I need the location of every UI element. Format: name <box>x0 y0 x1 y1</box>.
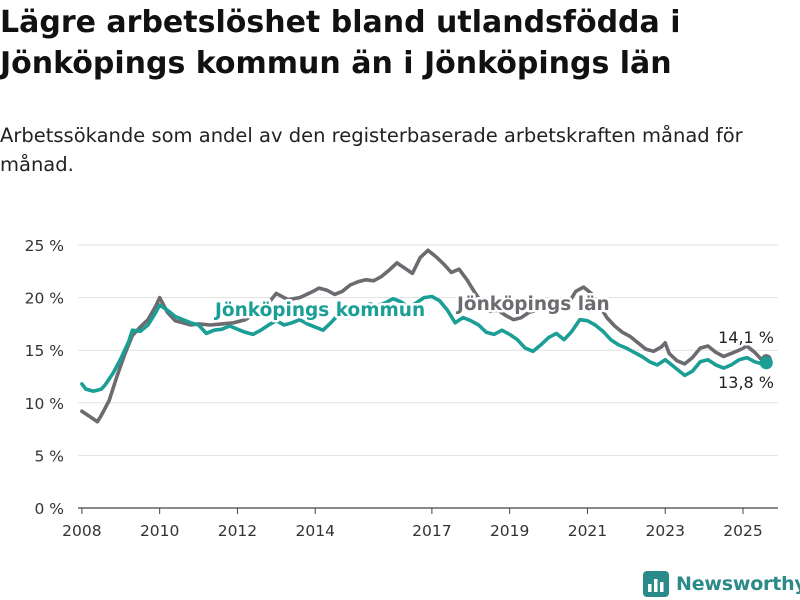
chart-title: Lägre arbetslöshet bland utlandsfödda i … <box>0 5 681 81</box>
x-tick-label: 2019 <box>490 522 529 540</box>
x-tick-label: 2017 <box>412 522 451 540</box>
series-label-kommun: Jönköpings kommun <box>213 300 425 321</box>
y-tick-label: 0 % <box>34 500 64 518</box>
x-tick-label: 2025 <box>723 522 762 540</box>
y-tick-label: 20 % <box>25 290 64 308</box>
brand-name: Newsworthy <box>676 573 800 595</box>
end-value-label-lan: 14,1 % <box>718 328 774 347</box>
series-line-lan <box>80 248 769 424</box>
chart-subtitle: Arbetssökande som andel av den registerb… <box>0 124 743 176</box>
end-value-label-kommun: 13,8 % <box>718 373 774 392</box>
bar-chart-icon <box>643 571 669 597</box>
newsworthy-logo: Newsworthy <box>643 569 800 599</box>
x-tick-label: 2008 <box>62 522 101 540</box>
y-tick-label: 25 % <box>25 237 64 255</box>
x-tick-label: 2012 <box>218 522 257 540</box>
x-tick-label: 2010 <box>140 522 179 540</box>
x-tick-label: 2014 <box>295 522 334 540</box>
series-line-kommun <box>80 294 769 393</box>
end-point-kommun <box>759 356 773 370</box>
series-label-lan: Jönköpings län <box>455 294 610 315</box>
x-tick-label: 2023 <box>645 522 684 540</box>
y-tick-label: 10 % <box>25 395 64 413</box>
x-tick-label: 2021 <box>568 522 607 540</box>
y-tick-label: 5 % <box>34 447 64 465</box>
y-tick-label: 15 % <box>25 342 64 360</box>
